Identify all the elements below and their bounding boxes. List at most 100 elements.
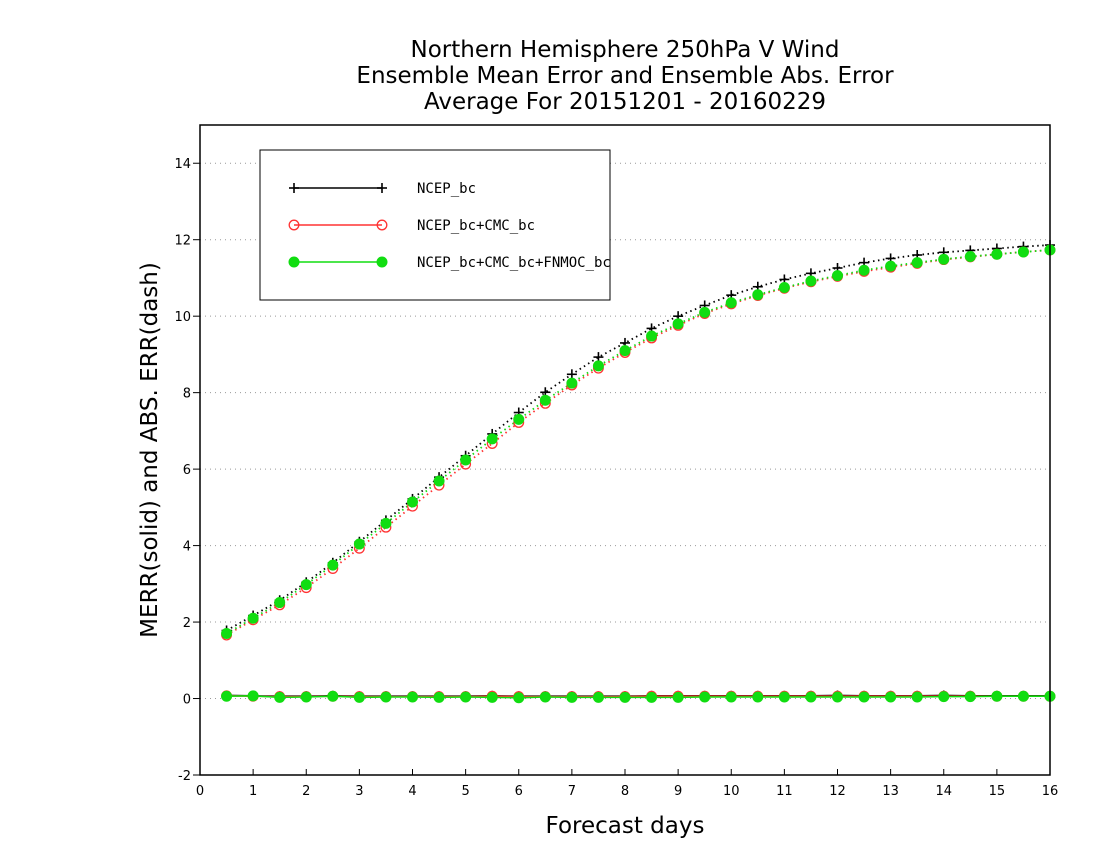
series-2-abs-error-point [380, 517, 392, 529]
series-2-mean-error-point [407, 691, 418, 703]
series-2-mean-error-point [619, 691, 631, 703]
series-2-abs-error-line [226, 249, 1051, 635]
x-axis-title: Forecast days [546, 813, 705, 839]
series-2-mean-error-point [353, 691, 365, 703]
x-tick-label: 5 [461, 784, 469, 799]
series-2-mean-error-point [1017, 690, 1029, 702]
chart-title-line-1: Northern Hemisphere 250hPa V Wind [410, 37, 840, 63]
series-2-mean-error-point [858, 691, 870, 703]
series-2-abs-error-point [646, 330, 658, 342]
y-tick-label: 12 [174, 234, 191, 249]
series-2-abs-error-point [805, 275, 817, 287]
chart-title-line-3: Average For 20151201 - 20160229 [423, 89, 827, 115]
plot-layer [221, 240, 1056, 704]
series-2-mean-error-point [725, 691, 737, 703]
series-1-abs-error-line [226, 249, 1051, 636]
series-2-abs-error-point [247, 612, 259, 624]
x-tick-label: 2 [302, 784, 310, 799]
series-2-abs-error-point [539, 394, 551, 406]
chart-title-line-2: Ensemble Mean Error and Ensemble Abs. Er… [356, 63, 894, 89]
series-2-mean-error-point [221, 690, 233, 702]
series-2-abs-error-point [885, 260, 897, 272]
legend-label: NCEP_bc [417, 181, 476, 197]
series-0-abs-error-line [226, 244, 1051, 632]
series-2-mean-error-point [247, 690, 259, 702]
legend-marker-start [288, 219, 300, 231]
series-2-mean-error-point [566, 691, 578, 703]
y-tick-label: -2 [178, 769, 191, 784]
x-tick-label: 7 [568, 784, 576, 799]
series-2-abs-error-point [858, 264, 870, 276]
series-2-mean-error-point [433, 691, 445, 703]
series-2-abs-error-point [1017, 246, 1029, 258]
x-tick-label: 10 [723, 784, 740, 799]
series-2-abs-error-point [221, 628, 233, 640]
series-2-abs-error-point [778, 282, 790, 293]
series-2-abs-error-point [619, 345, 631, 357]
y-tick-label: 4 [183, 540, 191, 555]
series-2-mean-error-point [486, 691, 498, 703]
y-tick-label: 0 [183, 693, 191, 708]
x-tick-label: 1 [249, 784, 257, 799]
legend-label: NCEP_bc+CMC_bc [417, 218, 535, 234]
x-tick-label: 13 [882, 784, 899, 799]
legend-marker-start [288, 256, 300, 268]
series-2-mean-error-point [539, 691, 551, 703]
series-2-abs-error-point [433, 475, 445, 487]
series-2-mean-error-point [885, 691, 897, 703]
series-2-abs-error-point [699, 306, 711, 318]
series-2-mean-error-point [380, 691, 392, 703]
y-tick-label: 2 [183, 616, 191, 631]
series-2-abs-error-point [832, 270, 843, 282]
series-2-abs-error-point [300, 579, 312, 591]
series-2-abs-error-point [327, 559, 339, 571]
legend-marker-end [376, 256, 388, 268]
y-tick-label: 6 [183, 463, 191, 478]
series-2-abs-error-point [353, 538, 365, 550]
legend-label: NCEP_bc+CMC_bc+FNMOC_bc [417, 255, 611, 271]
series-2-mean-error-point [327, 690, 339, 702]
series-2-mean-error-point [460, 691, 472, 703]
series-2-abs-error-point [274, 597, 286, 609]
series-2-mean-error-point [832, 691, 843, 703]
y-tick-label: 8 [183, 387, 191, 402]
x-tick-label: 14 [935, 784, 952, 799]
series-2-abs-error-point [752, 289, 764, 301]
series-2-abs-error-point [460, 454, 472, 466]
x-tick-label: 12 [829, 784, 846, 799]
series-2-abs-error-point [592, 360, 604, 372]
series-2-mean-error-point [911, 691, 923, 703]
series-2-abs-error-point [513, 413, 525, 425]
series-2-mean-error-point [646, 691, 658, 703]
y-tick-label: 14 [174, 157, 191, 172]
y-axis-title: MERR(solid) and ABS. ERR(dash) [137, 262, 163, 638]
x-tick-label: 3 [355, 784, 363, 799]
x-tick-label: 9 [674, 784, 682, 799]
legend-marker-end [377, 183, 387, 193]
series-2-mean-error-point [964, 691, 976, 703]
series-2-mean-error-point [938, 691, 950, 703]
series-2-mean-error-point [274, 691, 286, 703]
series-2-abs-error-point [964, 251, 976, 263]
series-2-mean-error-point [778, 691, 790, 703]
series-2-mean-error-point [805, 691, 817, 703]
series-2-abs-error-point [486, 433, 498, 445]
series-2-mean-error-point [300, 691, 312, 703]
x-tick-label: 6 [515, 784, 523, 799]
series-2-abs-error-point [566, 377, 578, 389]
x-tick-label: 15 [989, 784, 1006, 799]
x-tick-label: 16 [1042, 784, 1059, 799]
series-2-mean-error-point [991, 690, 1003, 702]
legend-marker-end [376, 219, 388, 231]
series-2-mean-error-point [592, 691, 604, 703]
series-2-mean-error-point [513, 692, 525, 704]
legend: NCEP_bc NCEP_bc+CMC_bc NCEP_bc+CMC_bc+FNMO… [259, 149, 611, 301]
legend-marker-start [289, 183, 299, 193]
series-2-mean-error-point [672, 691, 684, 703]
series-2-abs-error-point [672, 318, 684, 330]
series-2-abs-error-point [991, 248, 1003, 260]
series-2-abs-error-point [407, 496, 418, 508]
series-2-mean-error-point [752, 691, 764, 703]
